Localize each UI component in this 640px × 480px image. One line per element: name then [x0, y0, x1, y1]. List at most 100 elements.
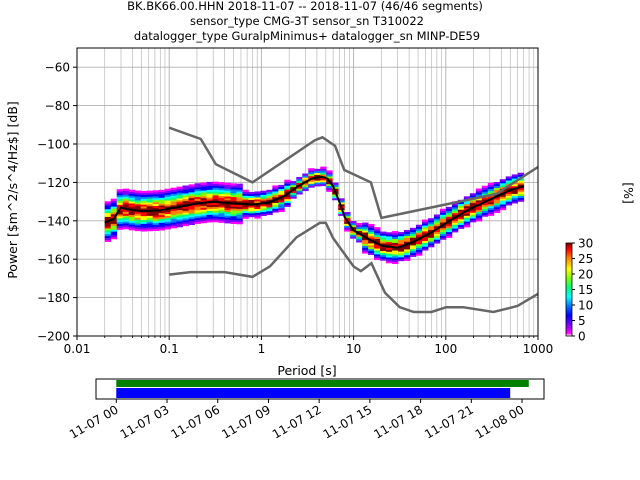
- heatmap-cell: [170, 199, 177, 202]
- heatmap-cell: [499, 206, 507, 209]
- heatmap-cell: [481, 191, 489, 194]
- heatmap-cell: [104, 216, 112, 219]
- heatmap-cell: [392, 252, 399, 255]
- heatmap-cell: [493, 203, 501, 206]
- heatmap-cell: [409, 250, 417, 254]
- heatmap-cell: [116, 191, 124, 194]
- y-tick-label: −180: [37, 291, 70, 305]
- heatmap-cell: [104, 230, 112, 233]
- heatmap-cell: [242, 212, 249, 215]
- heatmap-cell: [505, 176, 513, 179]
- heatmap-cell: [188, 217, 195, 220]
- heatmap-cell: [386, 251, 393, 254]
- heatmap-cell: [505, 197, 513, 200]
- heatmap-cell: [182, 189, 189, 192]
- heatmap-cell: [194, 219, 201, 222]
- heatmap-cell: [439, 233, 447, 236]
- heatmap-cell: [128, 218, 136, 221]
- heatmap-cell: [212, 216, 219, 219]
- heatmap-cell: [344, 212, 351, 215]
- heatmap-cell: [110, 202, 118, 205]
- heatmap-cell: [176, 209, 183, 212]
- heatmap-cell: [398, 253, 405, 256]
- heatmap-cell: [260, 196, 267, 199]
- heatmap-cell: [332, 184, 339, 187]
- heatmap-cell: [212, 195, 219, 198]
- heatmap-cell: [421, 227, 429, 230]
- heatmap-cell: [176, 201, 183, 205]
- heatmap-cell: [134, 211, 142, 214]
- heatmap-cell: [140, 213, 148, 217]
- heatmap-cell: [146, 215, 154, 218]
- heatmap-cell: [463, 213, 471, 216]
- heatmap-cell: [487, 213, 495, 216]
- heatmap-cell: [134, 198, 142, 201]
- heatmap-cell: [176, 198, 183, 201]
- heatmap-cell: [242, 210, 249, 214]
- heatmap-cell: [272, 208, 279, 211]
- heatmap-cell: [404, 254, 411, 258]
- heatmap-cell: [409, 237, 417, 240]
- heatmap-cell: [398, 249, 405, 252]
- heatmap-cell: [200, 194, 207, 197]
- heatmap-cell: [236, 212, 243, 215]
- heatmap-cell: [230, 192, 237, 196]
- heatmap-cell: [182, 216, 189, 219]
- heatmap-cell: [499, 183, 507, 186]
- heatmap-cell: [374, 234, 381, 238]
- heatmap-cell: [421, 248, 429, 251]
- heatmap-cell: [164, 204, 171, 207]
- heatmap-cell: [314, 170, 321, 173]
- heatmap-cell: [499, 184, 507, 188]
- heatmap-cell: [248, 201, 255, 204]
- heatmap-cell: [212, 189, 219, 192]
- heatmap-cell: [242, 206, 249, 210]
- heatmap-cell: [374, 252, 381, 255]
- heatmap-cell: [200, 182, 207, 185]
- heatmap-cell: [110, 231, 118, 234]
- heatmap-cell: [170, 187, 177, 190]
- heatmap-cell: [517, 193, 525, 197]
- heatmap-cell: [386, 234, 393, 237]
- heatmap-cell: [368, 235, 375, 238]
- heatmap-cell: [230, 194, 237, 198]
- plot-frame: [76, 47, 539, 337]
- heatmap-cell: [451, 220, 459, 223]
- heatmap-cell: [188, 188, 195, 191]
- heatmap-cell: [272, 187, 279, 190]
- heatmap-cell: [254, 216, 261, 219]
- heatmap-cell: [164, 221, 171, 224]
- heatmap-cell: [463, 225, 471, 228]
- heatmap-cell: [314, 182, 321, 185]
- heatmap-cell: [356, 224, 363, 228]
- heatmap-cell: [386, 247, 393, 250]
- heatmap-cell: [206, 199, 213, 202]
- heatmap-cell: [368, 246, 375, 250]
- heatmap-cell: [164, 215, 171, 218]
- heatmap-cell: [296, 180, 303, 183]
- heatmap-cell: [439, 226, 447, 229]
- heatmap-cell: [212, 218, 219, 221]
- heatmap-cell: [254, 197, 261, 200]
- heatmap-cell: [278, 192, 285, 195]
- heatmap-cell: [218, 184, 225, 187]
- heatmap-cell: [284, 202, 291, 205]
- heatmap-cell: [146, 202, 154, 205]
- heatmap-cell: [128, 189, 136, 192]
- heatmap-cell: [146, 211, 154, 214]
- heatmap-cell: [200, 219, 207, 222]
- heatmap-cell: [457, 215, 465, 218]
- heatmap-cell: [248, 211, 255, 214]
- heatmap-cell: [158, 207, 166, 210]
- heatmap-cell: [314, 184, 321, 187]
- heatmap-cell: [439, 214, 447, 217]
- heatmap-cell: [194, 183, 201, 186]
- heatmap-cell: [302, 185, 309, 188]
- heatmap-cell: [457, 220, 465, 224]
- heatmap-cell: [517, 197, 525, 200]
- heatmap-cell: [439, 210, 447, 213]
- heatmap-cell: [517, 182, 525, 185]
- heatmap-cell: [475, 217, 483, 220]
- heatmap-cell: [116, 225, 124, 228]
- x-tick-label: 0.01: [64, 342, 91, 356]
